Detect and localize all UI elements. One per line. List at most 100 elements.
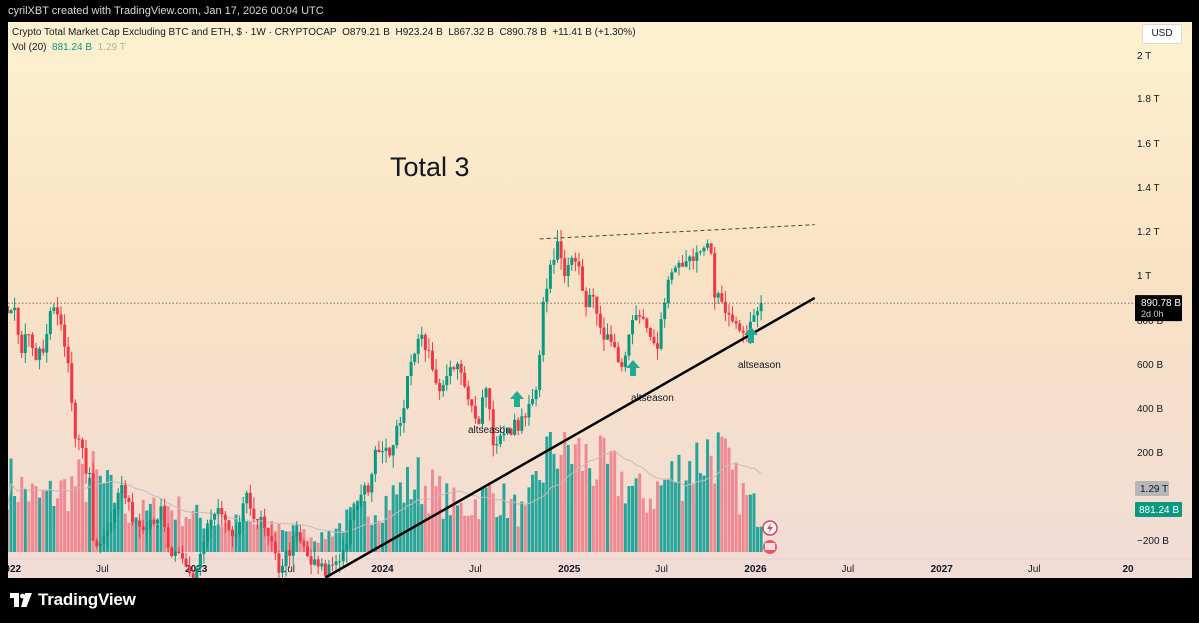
tradingview-brand: TradingView	[38, 590, 136, 609]
candle	[398, 416, 402, 437]
candle-body	[288, 550, 292, 556]
candle-body	[598, 313, 602, 328]
volume-bar	[277, 524, 281, 552]
candle	[209, 509, 213, 538]
candle	[70, 351, 74, 412]
candle-body	[431, 350, 435, 370]
candle	[63, 314, 67, 357]
legend-symbol[interactable]: Crypto Total Market Cap Excluding BTC an…	[12, 27, 337, 38]
legend-vol-label[interactable]: Vol (20)	[12, 42, 47, 53]
candle-body	[320, 563, 324, 567]
attribution-bar: cyrilXBT created with TradingView.com, J…	[0, 0, 1199, 22]
candle-body	[213, 513, 217, 520]
volume-bar	[213, 525, 217, 552]
candle	[481, 389, 485, 430]
candle-body	[98, 543, 102, 547]
candle	[327, 560, 331, 578]
volume-bar	[752, 493, 756, 552]
volume-bar	[102, 483, 106, 552]
volume-bar	[756, 526, 760, 552]
candle	[459, 359, 463, 385]
candle-body	[673, 267, 677, 273]
candle	[45, 323, 49, 363]
candle	[77, 434, 81, 451]
candle	[305, 541, 309, 557]
candle	[259, 510, 263, 528]
candle-body	[116, 492, 120, 510]
candle-body	[255, 519, 259, 521]
candle-body	[441, 385, 445, 392]
candle	[377, 440, 381, 453]
volume-bar	[20, 476, 24, 552]
candle-body	[352, 509, 356, 521]
candle-body	[163, 506, 167, 528]
candle	[48, 307, 52, 340]
candle	[230, 525, 234, 547]
candle-body	[52, 307, 56, 312]
candle	[177, 547, 181, 555]
tradingview-logo[interactable]: TradingView	[10, 589, 136, 611]
candle	[155, 518, 159, 528]
candle	[84, 440, 88, 484]
volume-bar	[581, 470, 585, 552]
volume-bar	[395, 494, 399, 552]
candle	[706, 239, 710, 251]
candle-body	[45, 334, 49, 353]
candle-body	[731, 314, 735, 322]
chart-panel[interactable]: Crypto Total Market Cap Excluding BTC an…	[8, 22, 1192, 578]
candle	[73, 399, 77, 448]
volume-bar	[38, 497, 42, 552]
volume-bar	[631, 485, 635, 552]
x-axis-tick-label: 2027	[931, 564, 954, 575]
candle	[520, 408, 524, 434]
lightning-glyph-icon	[767, 523, 773, 534]
volume-bar	[334, 528, 338, 552]
candle-body	[280, 565, 284, 573]
volume-bar	[556, 468, 560, 552]
legend-open: O879.21 B	[342, 27, 390, 38]
currency-selector[interactable]: USD	[1142, 24, 1182, 44]
candle-body	[491, 409, 495, 446]
candle-body	[177, 551, 181, 553]
candle-body	[484, 388, 488, 398]
candle-body	[316, 559, 320, 567]
candle-body	[202, 541, 206, 554]
legend-change: +11.41 B (+1.30%)	[552, 27, 636, 38]
y-axis-tick-label: 1.6 T	[1137, 139, 1160, 150]
candle	[152, 517, 156, 527]
candle	[388, 446, 392, 458]
volume-bar	[470, 515, 474, 552]
candle	[441, 380, 445, 397]
volume-bar	[698, 473, 702, 552]
candle-body	[198, 553, 202, 569]
candle	[34, 342, 38, 361]
candle	[295, 521, 299, 544]
candle-body	[698, 251, 702, 253]
candle	[248, 484, 252, 516]
volume-bar	[727, 447, 731, 552]
candle-body	[173, 551, 177, 556]
candle	[702, 245, 706, 256]
volume-bar	[191, 510, 195, 552]
candle-body	[180, 552, 184, 559]
candle-body	[8, 306, 9, 314]
candle	[545, 278, 549, 313]
candle	[173, 551, 177, 562]
volume-bar	[620, 471, 624, 552]
volume-bar	[745, 494, 749, 552]
volume-bar	[495, 517, 499, 552]
volume-bar	[548, 432, 552, 552]
price-chart[interactable]: 2 T 1.8 T 1.6 T 1.4 T 1.2 T 1 T 800 B 600 B 400 …	[8, 22, 1192, 578]
y-axis-tick-label: 400 B	[1137, 404, 1163, 415]
candle-body	[277, 553, 281, 573]
candle-body	[102, 535, 106, 544]
volume-bar	[59, 480, 63, 552]
candle-body	[577, 261, 581, 267]
legend-symbol-row: Crypto Total Market Cap Excluding BTC an…	[12, 25, 636, 40]
tradingview-logo-icon	[10, 593, 32, 607]
candle-body	[681, 262, 685, 267]
candle-body	[713, 253, 717, 298]
volume-bar	[759, 526, 763, 552]
candle-body	[438, 383, 442, 392]
candle	[280, 558, 284, 578]
